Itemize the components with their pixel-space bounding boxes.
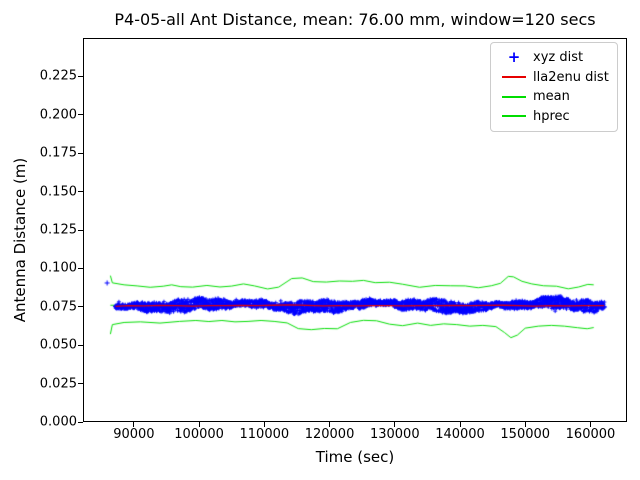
y-tick-label: 0.050	[39, 337, 77, 353]
y-tick-mark	[78, 383, 83, 385]
legend-label: xyz dist	[533, 50, 584, 66]
x-tick-label: 140000	[435, 427, 485, 442]
x-tick-label: 120000	[304, 427, 355, 442]
y-tick-mark	[78, 114, 83, 116]
y-tick-label: 0.200	[39, 107, 77, 123]
y-tick-label: 0.100	[39, 260, 77, 276]
line-marker-icon	[499, 115, 529, 118]
x-tick-mark	[524, 422, 526, 427]
y-tick-label: 0.175	[39, 145, 77, 161]
x-axis-label: Time (sec)	[315, 448, 395, 466]
y-tick-mark	[78, 75, 83, 77]
x-tick-label: 130000	[369, 427, 420, 442]
legend-entry: + xyz dist	[499, 48, 609, 68]
line-marker-icon	[499, 95, 529, 98]
x-tick-mark	[263, 422, 265, 427]
line-marker-icon	[499, 76, 529, 79]
legend-entry: hprec	[499, 107, 609, 127]
legend-label: hprec	[533, 108, 570, 124]
y-tick-label: 0.225	[39, 68, 77, 84]
legend-label: mean	[533, 89, 570, 105]
x-tick-label: 160000	[565, 427, 616, 442]
y-tick-label: 0.150	[39, 184, 77, 200]
y-tick-mark	[78, 191, 83, 193]
y-tick-label: 0.000	[39, 414, 77, 430]
legend: + xyz dist lla2enu dist mean hprec	[490, 42, 618, 132]
plus-marker-icon: +	[507, 48, 521, 67]
y-tick-mark	[78, 306, 83, 308]
x-tick-label: 100000	[174, 427, 224, 442]
y-tick-mark	[78, 267, 83, 269]
y-tick-mark	[78, 421, 83, 423]
legend-entry: lla2enu dist	[499, 68, 609, 88]
y-tick-label: 0.125	[39, 222, 77, 238]
x-tick-mark	[459, 422, 461, 427]
x-tick-mark	[198, 422, 200, 427]
x-tick-mark	[329, 422, 331, 427]
x-tick-mark	[589, 422, 591, 427]
legend-entry: mean	[499, 87, 609, 107]
x-tick-label: 110000	[239, 427, 290, 442]
x-tick-label: 150000	[500, 427, 551, 442]
legend-label: lla2enu dist	[533, 69, 609, 85]
y-tick-mark	[78, 229, 83, 231]
x-tick-mark	[133, 422, 135, 427]
y-tick-label: 0.025	[39, 376, 77, 392]
x-tick-mark	[394, 422, 396, 427]
x-tick-label: 90000	[113, 427, 155, 442]
y-tick-mark	[78, 344, 83, 346]
chart-title: P4-05-all Ant Distance, mean: 76.00 mm, …	[114, 10, 596, 29]
y-tick-label: 0.075	[39, 299, 77, 315]
y-tick-mark	[78, 152, 83, 154]
